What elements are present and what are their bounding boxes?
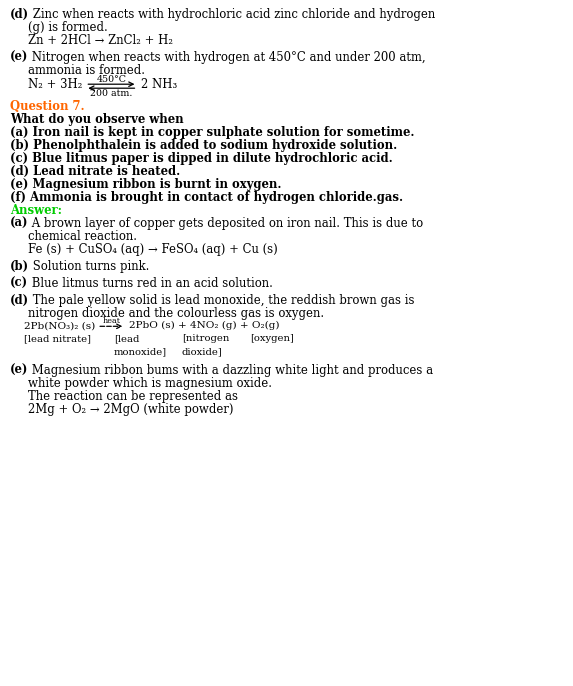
Text: [lead: [lead xyxy=(114,334,139,343)
Text: 200 atm.: 200 atm. xyxy=(90,88,132,97)
Text: Fe (s) + CuSO₄ (aq) → FeSO₄ (aq) + Cu (s): Fe (s) + CuSO₄ (aq) → FeSO₄ (aq) + Cu (s… xyxy=(28,244,278,257)
Text: monoxide]: monoxide] xyxy=(114,347,167,356)
Text: Answer:: Answer: xyxy=(10,204,62,217)
Text: A brown layer of copper gets deposited on iron nail. This is due to: A brown layer of copper gets deposited o… xyxy=(29,217,423,230)
Text: (c) Blue litmus paper is dipped in dilute hydrochloric acid.: (c) Blue litmus paper is dipped in dilut… xyxy=(10,152,393,165)
Text: (d) Lead nitrate is heated.: (d) Lead nitrate is heated. xyxy=(10,165,180,178)
Text: Solution turns pink.: Solution turns pink. xyxy=(29,260,150,273)
Text: chemical reaction.: chemical reaction. xyxy=(28,230,137,244)
Text: (d): (d) xyxy=(10,294,29,307)
Text: (b) Phenolphthalein is added to sodium hydroxide solution.: (b) Phenolphthalein is added to sodium h… xyxy=(10,139,397,152)
Text: N₂ + 3H₂: N₂ + 3H₂ xyxy=(28,78,83,91)
Text: Zn + 2HCl → ZnCl₂ + H₂: Zn + 2HCl → ZnCl₂ + H₂ xyxy=(28,34,173,47)
Text: (f) Ammonia is brought in contact of hydrogen chloride.gas.: (f) Ammonia is brought in contact of hyd… xyxy=(10,191,403,204)
Text: (e): (e) xyxy=(10,51,29,64)
Text: 2Mg + O₂ → 2MgO (white powder): 2Mg + O₂ → 2MgO (white powder) xyxy=(28,403,234,416)
Text: [lead nitrate]: [lead nitrate] xyxy=(24,334,91,343)
Text: Magnesium ribbon bums with a dazzling white light and produces a: Magnesium ribbon bums with a dazzling wh… xyxy=(29,364,434,377)
Text: heat: heat xyxy=(102,318,120,325)
Text: (a): (a) xyxy=(10,217,29,230)
Text: The pale yellow solid is lead monoxide, the reddish brown gas is: The pale yellow solid is lead monoxide, … xyxy=(29,294,415,307)
Text: What do you observe when: What do you observe when xyxy=(10,113,183,126)
Text: dioxide]: dioxide] xyxy=(182,347,223,356)
Text: (e) Magnesium ribbon is burnt in oxygen.: (e) Magnesium ribbon is burnt in oxygen. xyxy=(10,178,281,191)
Text: The reaction can be represented as: The reaction can be represented as xyxy=(28,390,238,403)
Text: ammonia is formed.: ammonia is formed. xyxy=(28,64,145,77)
Text: [oxygen]: [oxygen] xyxy=(250,334,294,343)
Text: Blue litmus turns red in an acid solution.: Blue litmus turns red in an acid solutio… xyxy=(28,277,273,290)
Text: (a) Iron nail is kept in copper sulphate solution for sometime.: (a) Iron nail is kept in copper sulphate… xyxy=(10,126,414,139)
Text: 450°C: 450°C xyxy=(96,75,127,84)
Text: nitrogen dioxide and the colourless gas is oxygen.: nitrogen dioxide and the colourless gas … xyxy=(28,307,324,320)
Text: [nitrogen: [nitrogen xyxy=(182,334,229,343)
Text: (c): (c) xyxy=(10,277,28,290)
Text: Nitrogen when reacts with hydrogen at 450°C and under 200 atm,: Nitrogen when reacts with hydrogen at 45… xyxy=(29,51,426,64)
Text: 2PbO (s) + 4NO₂ (g) + O₂(g): 2PbO (s) + 4NO₂ (g) + O₂(g) xyxy=(129,321,280,331)
Text: 2Pb(NO₃)₂ (s): 2Pb(NO₃)₂ (s) xyxy=(24,321,95,330)
Text: (b): (b) xyxy=(10,260,29,273)
Text: Question 7.: Question 7. xyxy=(10,100,85,113)
Text: 2 NH₃: 2 NH₃ xyxy=(142,78,178,91)
Text: Zinc when reacts with hydrochloric acid zinc chloride and hydrogen: Zinc when reacts with hydrochloric acid … xyxy=(29,8,435,21)
Text: (g) is formed.: (g) is formed. xyxy=(28,21,108,34)
Text: (d): (d) xyxy=(10,8,29,21)
Text: (e): (e) xyxy=(10,364,29,377)
Text: white powder which is magnesium oxide.: white powder which is magnesium oxide. xyxy=(28,377,272,390)
